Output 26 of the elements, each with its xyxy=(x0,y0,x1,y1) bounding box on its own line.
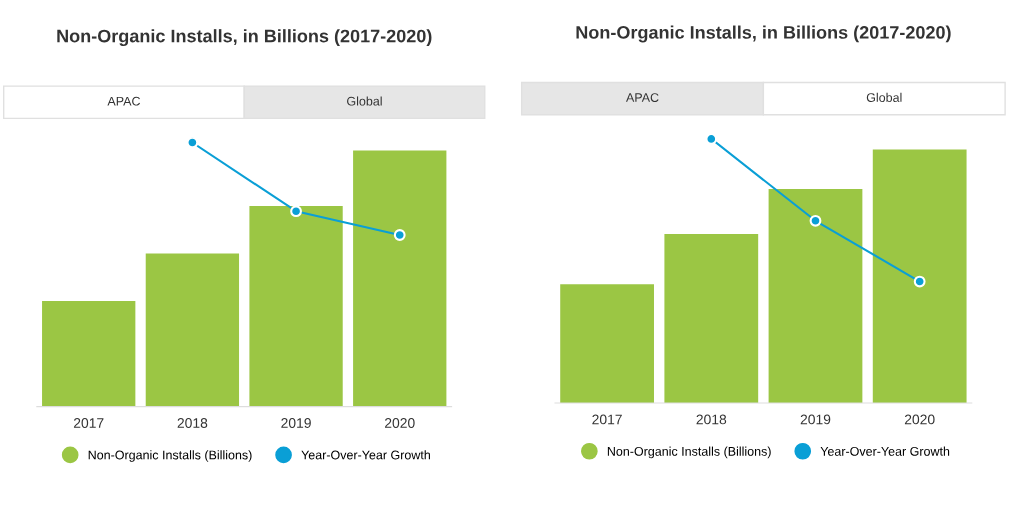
x-tick-label: 2019 xyxy=(800,414,831,425)
chart-title: Non-Organic Installs, in Billions (2017-2020) xyxy=(57,29,432,47)
x-tick-label: 2018 xyxy=(696,414,727,425)
text: Global xyxy=(866,92,902,102)
legend-label: Non-Organic Installs (Billions) xyxy=(88,450,252,462)
bar xyxy=(664,233,759,403)
bar xyxy=(768,189,863,403)
x-tick-label: 2017 xyxy=(73,418,104,428)
chart-title: Non-Organic Installs, in Billions (2017-2020) xyxy=(576,25,951,43)
x-tick-label: 2017 xyxy=(592,414,622,425)
bar xyxy=(560,284,654,403)
x-tick-label: 2018 xyxy=(177,418,208,428)
x-tick-label: 2019 xyxy=(281,418,311,428)
legend-label: Year-Over-Year Growth xyxy=(820,446,950,456)
text: APAC xyxy=(626,93,659,102)
legend-label: Year-Over-Year Growth xyxy=(301,450,430,460)
x-tick-label: 2020 xyxy=(385,418,415,428)
text: Global xyxy=(347,96,382,106)
legend-label: Non-Organic Installs (Billions) xyxy=(607,446,771,459)
text: APAC xyxy=(107,96,141,106)
bar xyxy=(872,149,967,403)
bar xyxy=(145,253,240,407)
x-tick-label: 2020 xyxy=(904,414,935,425)
bar xyxy=(42,301,136,407)
bar xyxy=(353,150,447,407)
bar xyxy=(249,205,343,407)
